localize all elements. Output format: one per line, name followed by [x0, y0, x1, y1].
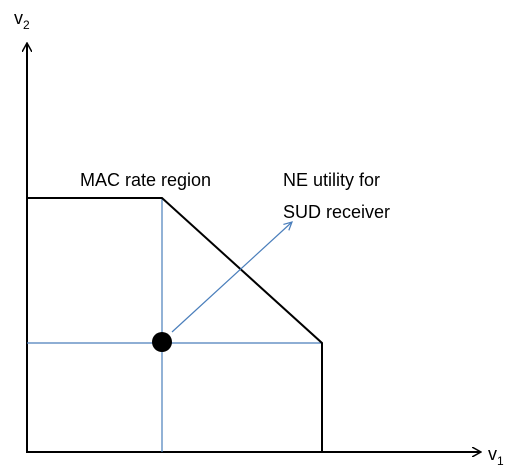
ne-label-line2: SUD receiver	[283, 202, 390, 222]
rate-region	[27, 197, 323, 452]
region-label: MAC rate region	[80, 170, 211, 190]
ne-point	[152, 332, 172, 352]
x-axis-label: v1	[488, 444, 504, 468]
ne-label-line1: NE utility for	[283, 170, 380, 190]
y-axis-label: v2	[14, 8, 30, 32]
ne-arrow	[171, 222, 292, 333]
